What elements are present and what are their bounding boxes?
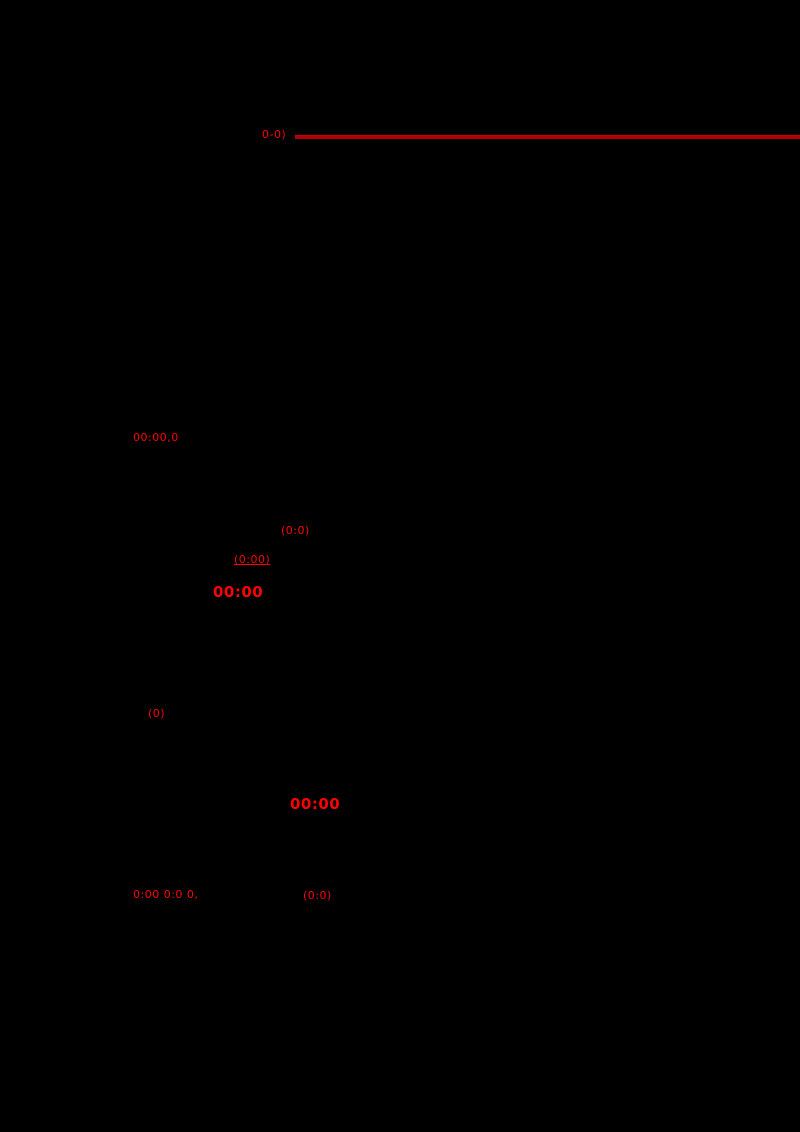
red-horizontal-rule bbox=[295, 135, 800, 139]
red-link-ref-3[interactable]: (0) bbox=[148, 707, 166, 720]
red-link-timestamp-3[interactable]: 00:00 bbox=[290, 795, 341, 813]
red-link-ref-1[interactable]: (0:0) bbox=[281, 524, 310, 537]
red-link-top[interactable]: 0-0) bbox=[262, 128, 287, 141]
red-link-ref-2[interactable]: (0:00) bbox=[234, 553, 271, 566]
red-link-ref-4[interactable]: (0:0) bbox=[303, 889, 332, 902]
red-link-timestamp-1[interactable]: 00:00,0 bbox=[133, 431, 179, 444]
red-link-timestamp-2[interactable]: 00:00 bbox=[213, 583, 264, 601]
red-link-timestamp-4[interactable]: 0:00 0:0 0, bbox=[133, 888, 199, 901]
